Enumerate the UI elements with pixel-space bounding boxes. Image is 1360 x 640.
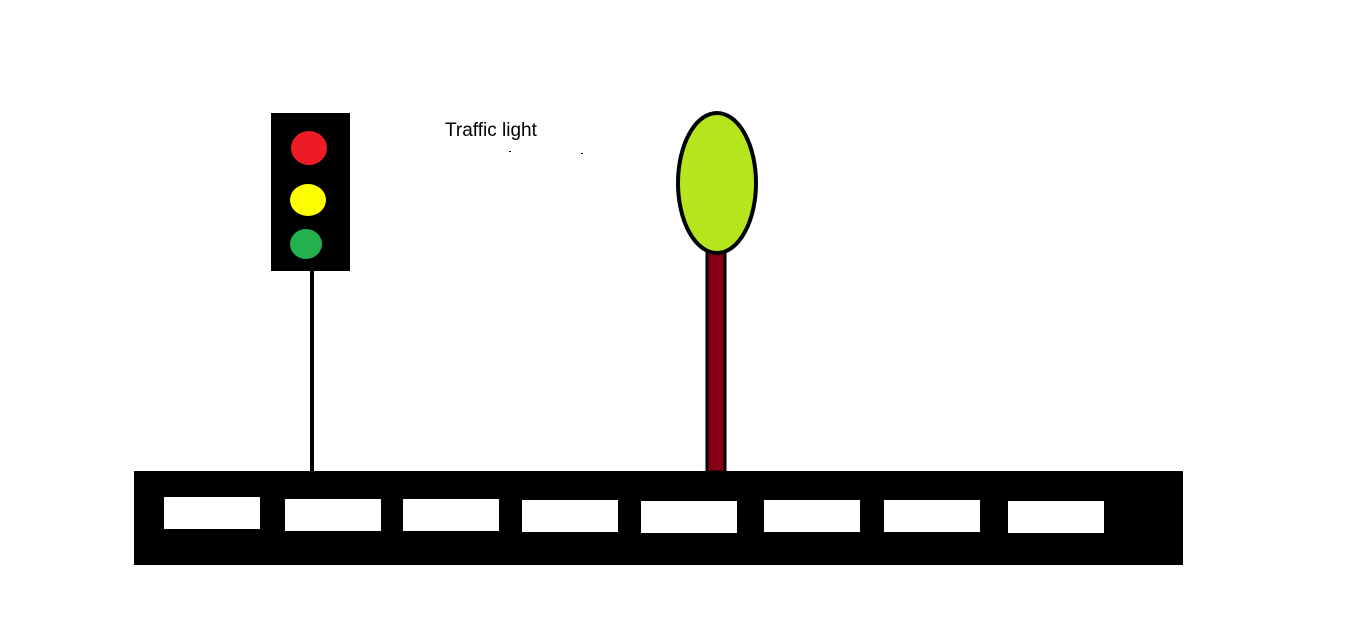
lane-marking: [1008, 501, 1104, 533]
lane-marking: [764, 500, 860, 532]
tree-trunk: [705, 248, 727, 474]
lane-markings: [164, 497, 1104, 533]
lane-marking: [641, 501, 737, 533]
lane-marking: [285, 499, 381, 531]
lane-marking: [522, 500, 618, 532]
lane-marking: [884, 500, 980, 532]
lane-marking: [403, 499, 499, 531]
traffic-light: [271, 113, 350, 472]
green-signal: [290, 229, 322, 259]
lane-marking: [164, 497, 260, 529]
stray-dot: [581, 153, 583, 154]
tree-crown: [676, 111, 758, 255]
red-signal: [291, 131, 327, 165]
yellow-signal: [290, 184, 326, 216]
tree: [676, 111, 758, 474]
traffic-light-caption: Traffic light: [445, 120, 537, 141]
stray-dot: [509, 151, 511, 152]
